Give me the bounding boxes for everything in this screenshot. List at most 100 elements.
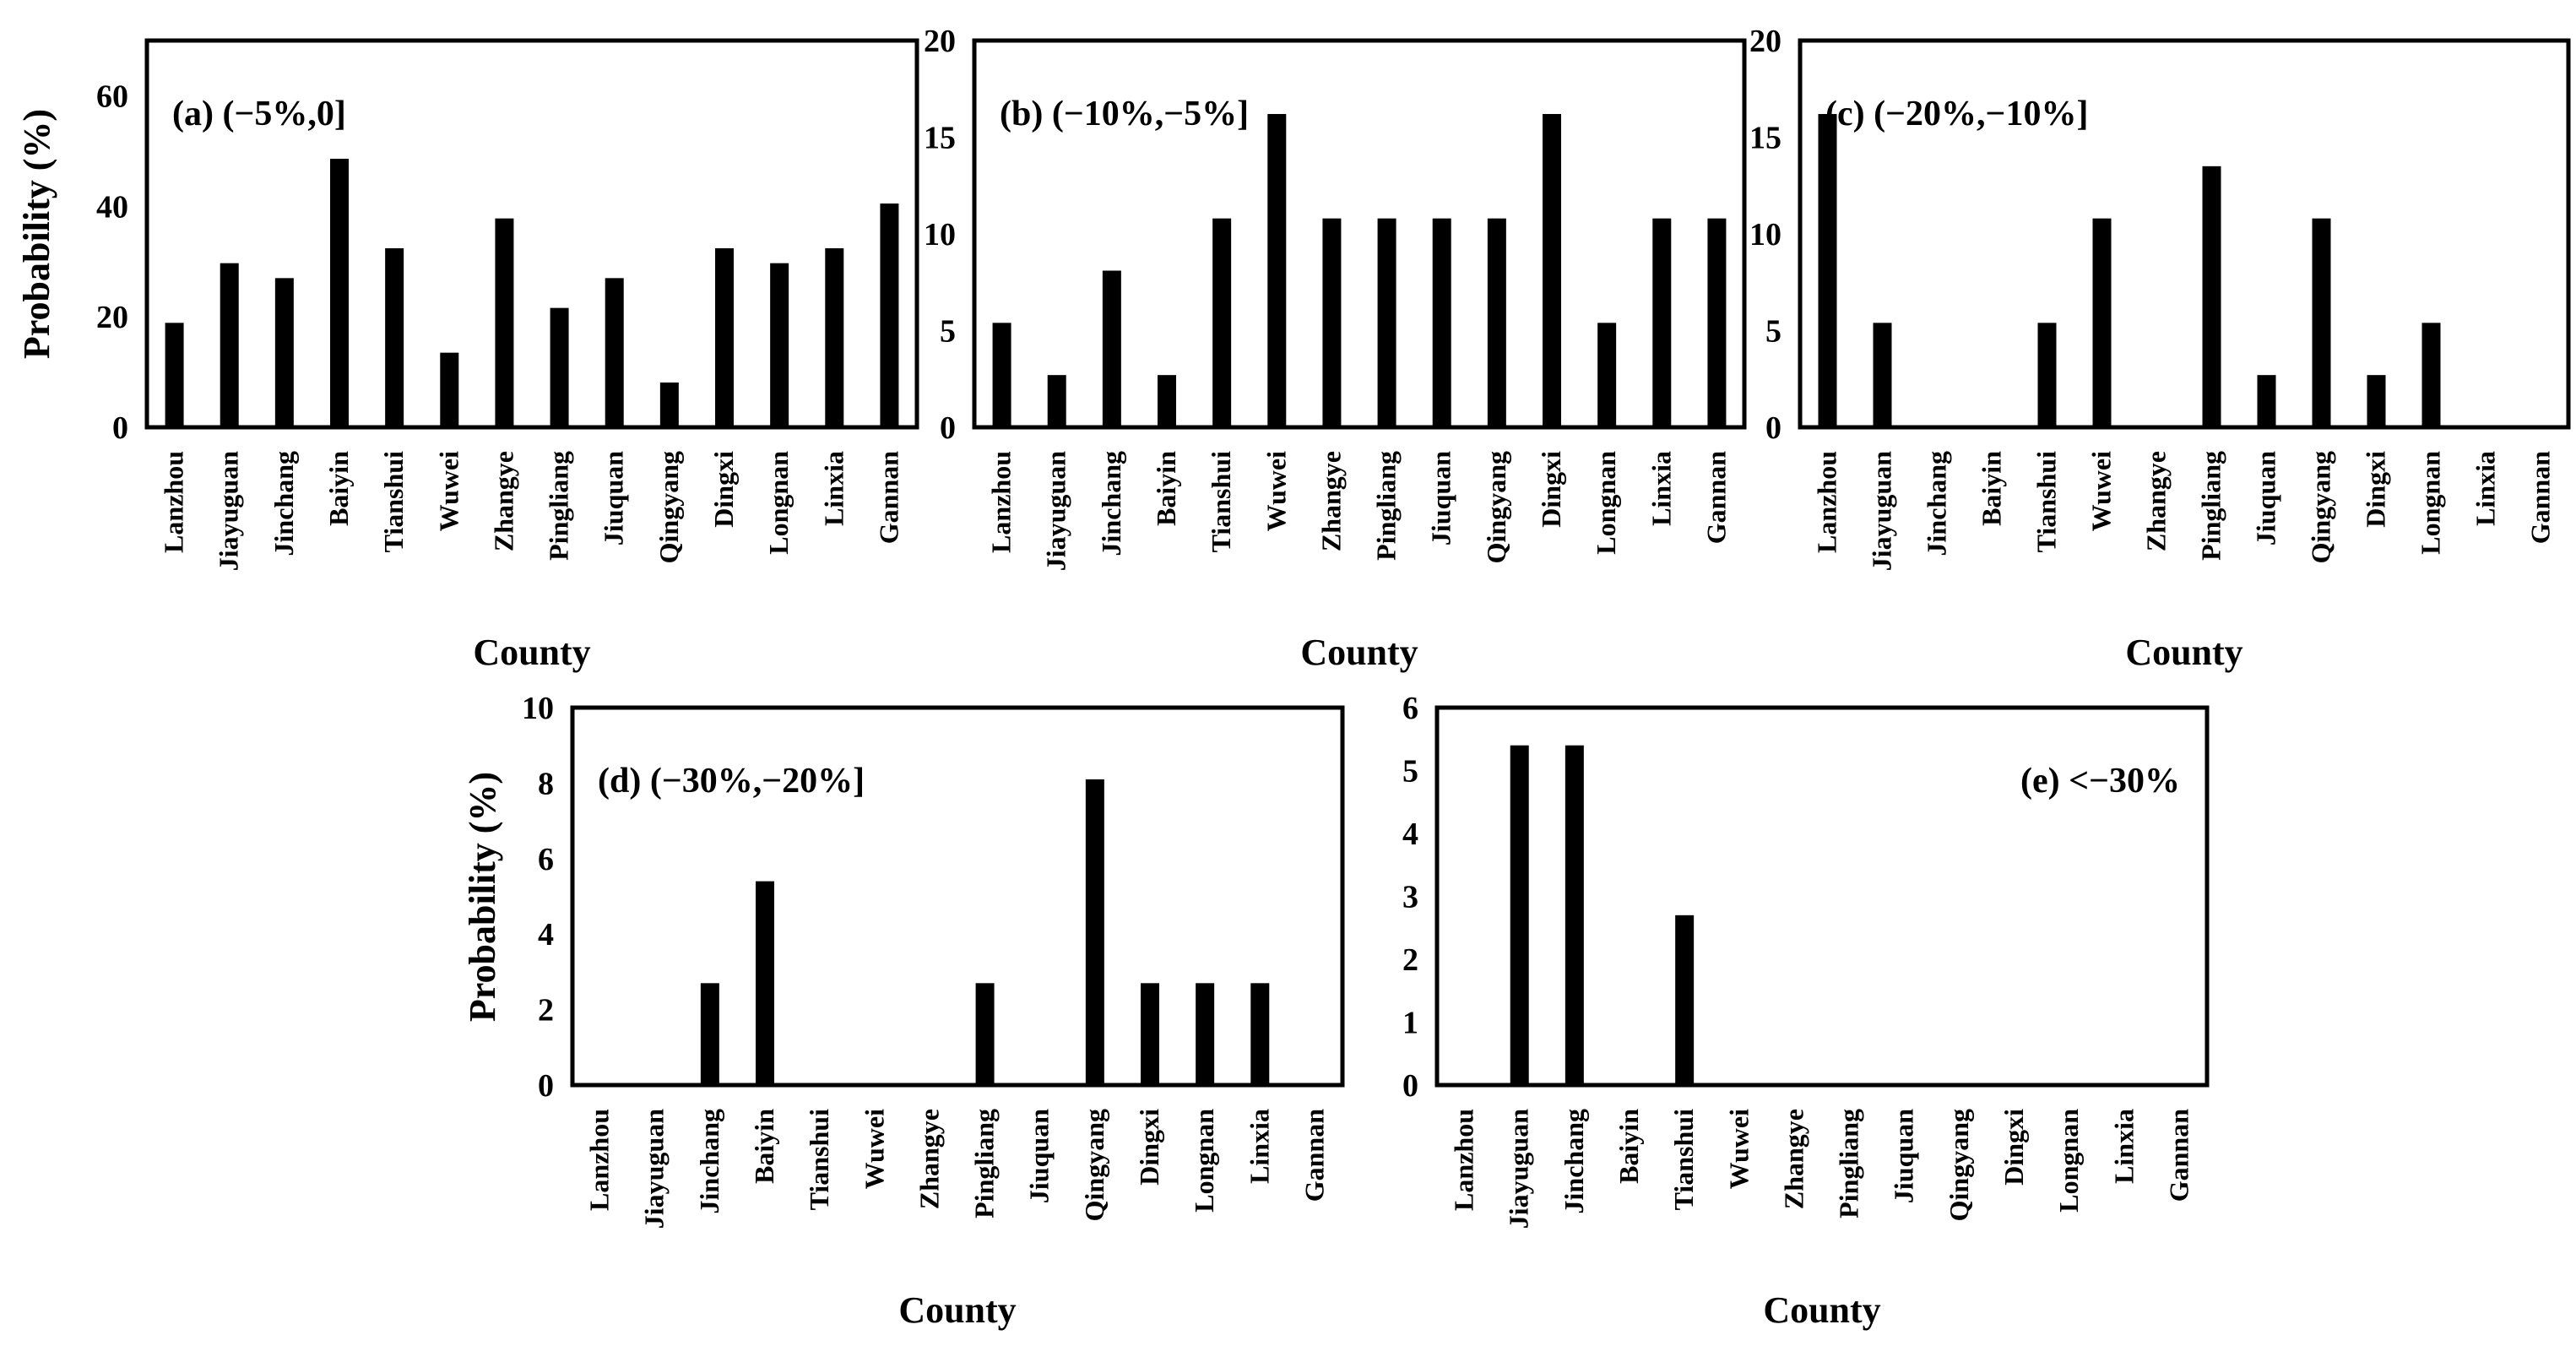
bar-pingliang <box>1377 218 1396 427</box>
y-tick-label: 15 <box>924 121 956 156</box>
bar-jinchang <box>700 983 719 1085</box>
bar-tianshui <box>2037 323 2057 427</box>
y-tick-label: 8 <box>538 766 554 801</box>
x-tick-label: Qingyang <box>653 451 684 563</box>
bar-pingliang <box>2202 166 2221 427</box>
bar-pingliang <box>550 307 569 427</box>
x-tick-label: Zhangye <box>1778 1109 1809 1209</box>
y-tick-label: 1 <box>1402 1006 1418 1041</box>
x-tick-label: Jiuquan <box>1889 1109 1919 1203</box>
y-axis-title: Probability (%) <box>16 109 57 359</box>
x-tick-label: Wuwei <box>1261 451 1291 532</box>
bar-lanzhou <box>1818 114 1837 427</box>
y-tick-label: 2 <box>1402 942 1418 978</box>
x-tick-label: Lanzhou <box>159 451 189 553</box>
bar-gannan <box>1707 218 1727 427</box>
x-tick-label: Longnan <box>1189 1109 1219 1213</box>
bar-tianshui <box>1212 218 1232 427</box>
x-tick-label: Longnan <box>1591 451 1621 555</box>
panel-title: (a) (−5%,0] <box>172 95 346 133</box>
y-tick-label: 4 <box>1402 817 1418 852</box>
x-tick-label: Zhangye <box>1315 451 1346 551</box>
panel-title: (b) (−10%,−5%] <box>1000 95 1249 133</box>
bar-longnan <box>1196 983 1215 1085</box>
x-tick-label: Linxia <box>2470 451 2501 526</box>
panel-title: (c) (−20%,−10%] <box>1825 95 2088 133</box>
x-tick-label: Wuwei <box>433 451 464 532</box>
y-tick-label: 10 <box>1749 217 1782 252</box>
x-tick-label: Qingyang <box>1079 1109 1109 1221</box>
bar-jiayuguan <box>1873 323 1892 427</box>
x-tick-label: Jinchang <box>1096 451 1126 556</box>
bar-wuwei <box>440 352 459 427</box>
x-tick-label: Wuwei <box>1723 1109 1754 1190</box>
x-tick-label: Dingxi <box>2361 451 2391 528</box>
bar-qingyang <box>2312 218 2331 427</box>
x-tick-label: Jinchang <box>268 451 299 556</box>
x-tick-label: Qingyang <box>1481 451 1511 563</box>
x-tick-label: Baiyin <box>1977 451 2007 526</box>
y-tick-label: 5 <box>1402 754 1418 790</box>
y-tick-label: 5 <box>940 314 956 350</box>
plot-frame <box>972 38 1747 430</box>
x-tick-label: Jiayuguan <box>1041 451 1071 571</box>
x-tick-label: Qingyang <box>2306 451 2336 563</box>
x-tick-label: Tianshui <box>1668 1109 1699 1211</box>
x-tick-label: Wuwei <box>2086 451 2117 532</box>
y-tick-label: 60 <box>96 79 128 114</box>
y-tick-label: 15 <box>1749 121 1782 156</box>
chart-panel-e: 0 1 2 3 4 5 6 (e) <−30% Lanzhou Jiayuguan Jinchang… <box>1402 691 2210 1331</box>
y-tick-label: 4 <box>538 917 554 953</box>
bar-baiyin <box>330 159 349 427</box>
y-axis-title: Probability (%) <box>462 772 503 1022</box>
y-tick-label: 2 <box>538 993 554 1028</box>
x-tick-label: Jiayuguan <box>1867 451 1897 571</box>
bar-longnan <box>770 263 789 427</box>
x-tick-label: Tianshui <box>1206 451 1236 553</box>
x-tick-label: Tianshui <box>378 451 409 553</box>
x-axis-title: County <box>1300 632 1418 673</box>
x-tick-label: Jiuquan <box>599 451 629 545</box>
bar-qingyang <box>1085 779 1104 1085</box>
plot-frame <box>144 38 919 430</box>
bar-dingxi <box>2367 375 2386 427</box>
x-tick-label: Zhangye <box>488 451 518 551</box>
x-tick-label: Tianshui <box>2031 451 2062 553</box>
y-tick-label: 40 <box>96 189 128 225</box>
x-tick-label: Lanzhou <box>584 1109 615 1211</box>
x-tick-label: Jiayuguan <box>1504 1109 1534 1229</box>
x-tick-label: Zhangye <box>914 1109 944 1209</box>
x-tick-label: Dingxi <box>708 451 739 528</box>
x-tick-label: Wuwei <box>859 1109 889 1190</box>
bar-tianshui <box>385 248 404 427</box>
x-tick-label: Pingliang <box>544 451 574 561</box>
bar-jiuquan <box>605 278 624 427</box>
bar-wuwei <box>1267 114 1287 427</box>
x-tick-label: Qingyang <box>1944 1109 1974 1221</box>
x-tick-label: Zhangye <box>2141 451 2172 551</box>
x-tick-label: Pingliang <box>969 1109 1000 1218</box>
x-tick-label: Jiuquan <box>1024 1109 1055 1203</box>
x-tick-label: Longnan <box>763 451 794 555</box>
x-tick-label: Baiyin <box>749 1109 779 1184</box>
y-tick-label: 20 <box>924 24 956 59</box>
x-tick-label: Lanzhou <box>986 451 1017 553</box>
y-tick-label: 0 <box>1765 410 1782 446</box>
x-tick-label: Linxia <box>1244 1109 1274 1184</box>
bar-qingyang <box>1487 218 1506 427</box>
y-tick-label: 10 <box>522 691 554 726</box>
x-tick-label: Longnan <box>2053 1109 2084 1213</box>
panel-title: (e) <−30% <box>2020 762 2180 801</box>
bar-jiayuguan <box>1047 375 1066 427</box>
x-axis-title: County <box>898 1289 1016 1331</box>
x-tick-label: Jiayuguan <box>214 451 244 571</box>
bar-lanzhou <box>165 323 184 427</box>
y-tick-label: 3 <box>1402 880 1418 915</box>
x-tick-label: Dingxi <box>1134 1109 1164 1186</box>
y-tick-label: 0 <box>112 410 128 446</box>
plot-frame <box>1434 705 2210 1088</box>
x-tick-label: Gannan <box>2525 451 2556 544</box>
y-tick-label: 0 <box>940 410 956 446</box>
x-tick-label: Jinchang <box>694 1109 724 1213</box>
bar-jinchang <box>1102 270 1121 427</box>
